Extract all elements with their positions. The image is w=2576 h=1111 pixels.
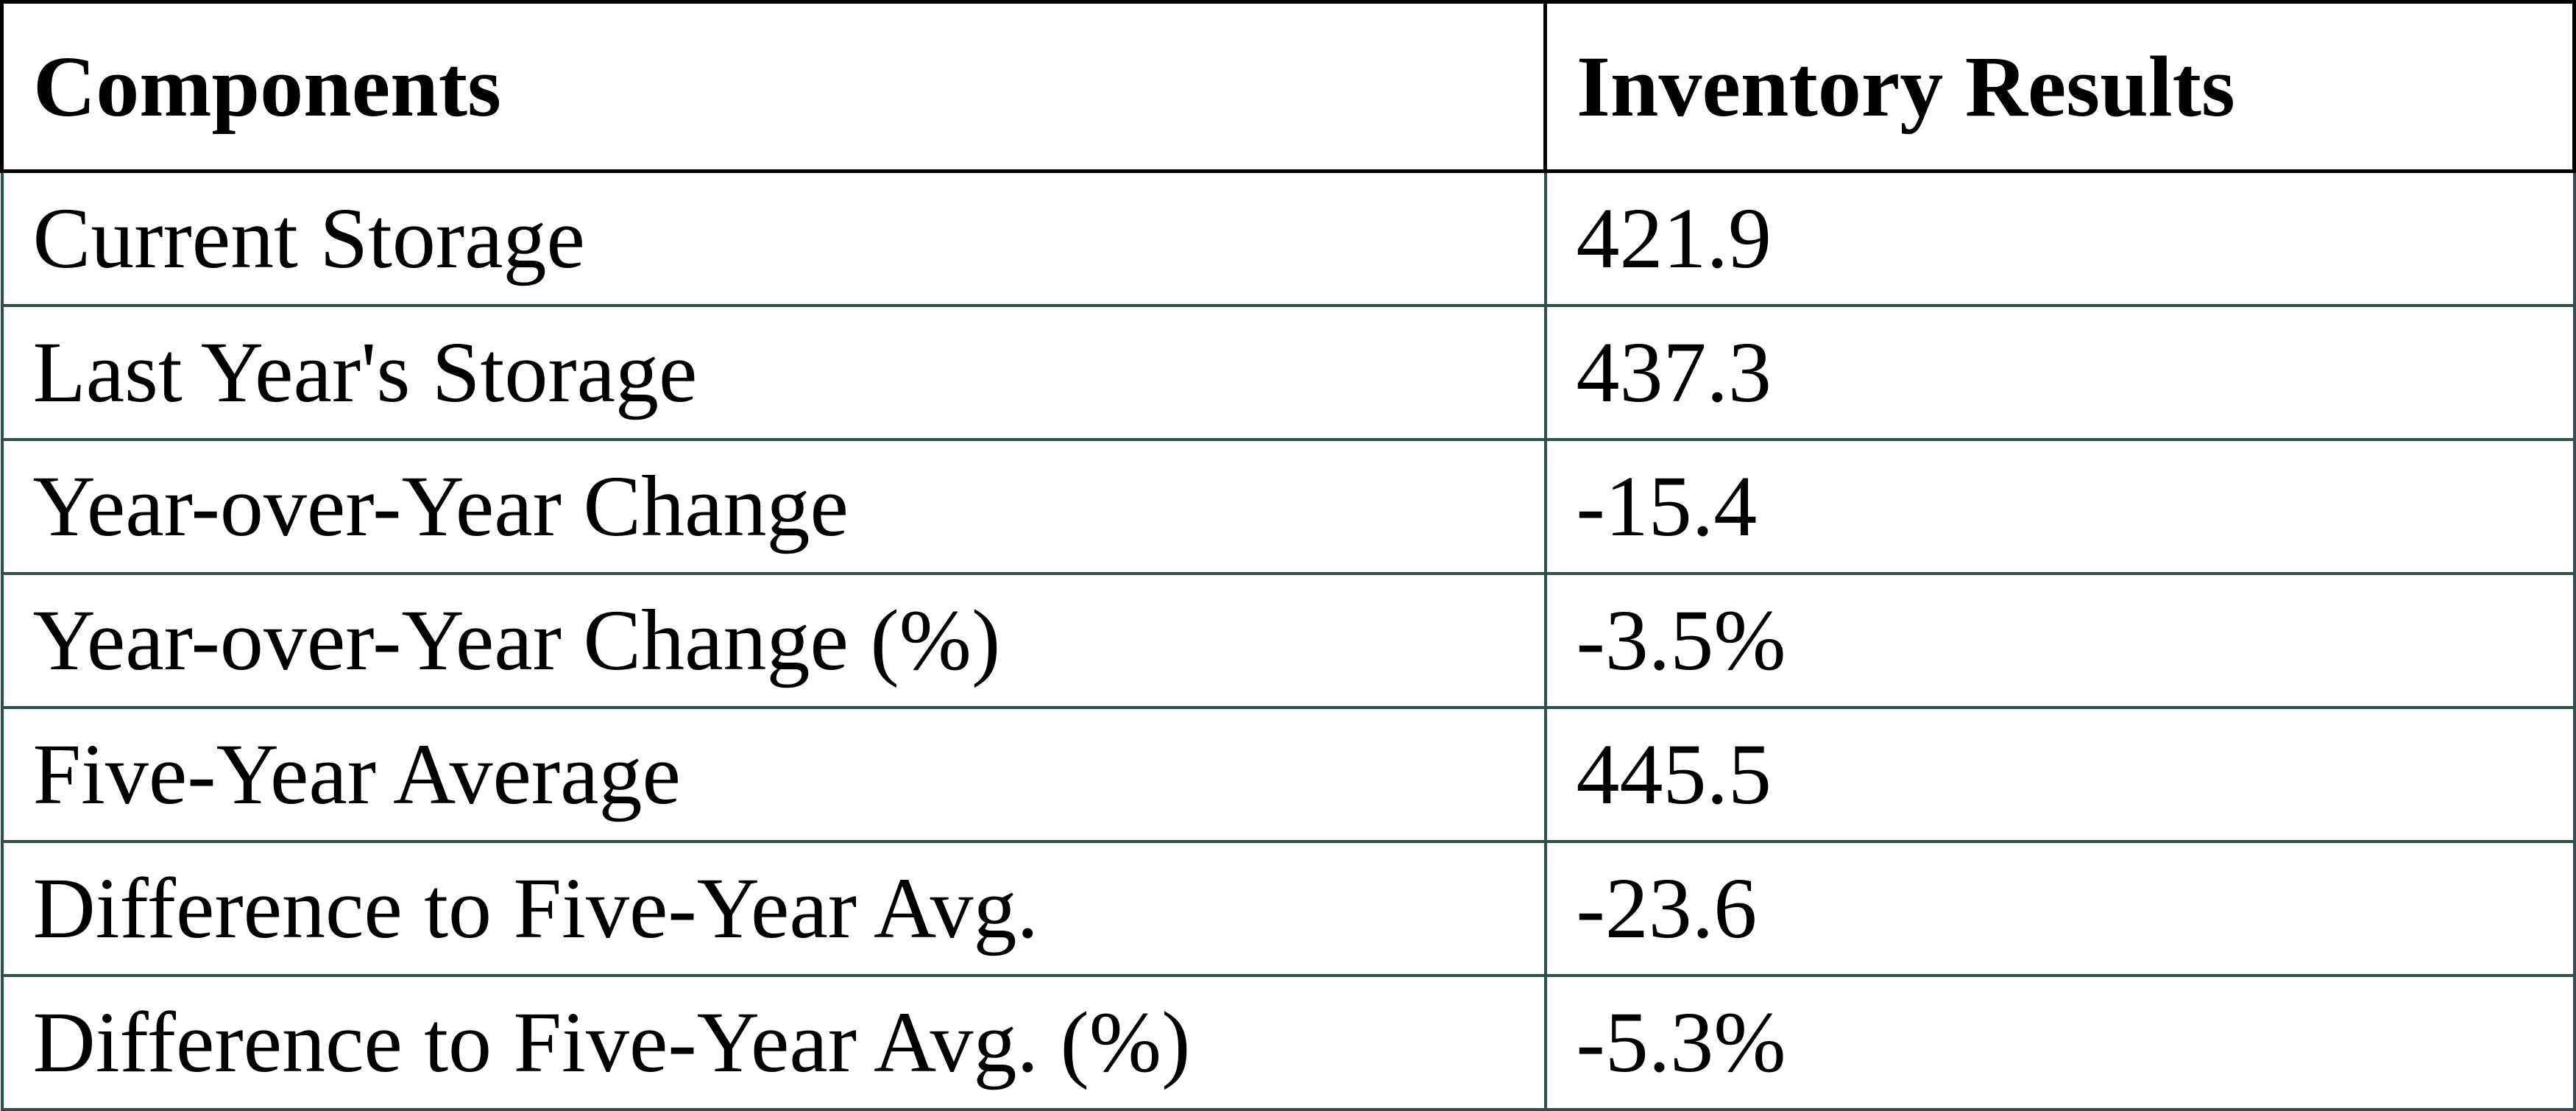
table-row: Current Storage 421.9: [0, 169, 2576, 307]
component-cell: Current Storage: [0, 169, 1547, 307]
result-cell: -5.3%: [1543, 974, 2576, 1111]
component-cell: Year-over-Year Change: [0, 438, 1547, 575]
result-cell: 437.3: [1543, 304, 2576, 441]
table-row: Difference to Five-Year Avg. -23.6: [0, 840, 2576, 977]
result-cell: -15.4: [1543, 438, 2576, 575]
result-cell: 445.5: [1543, 706, 2576, 843]
table-row: Last Year's Storage 437.3: [0, 304, 2576, 441]
component-cell: Five-Year Average: [0, 706, 1547, 843]
component-cell: Difference to Five-Year Avg. (%): [0, 974, 1547, 1111]
component-cell: Last Year's Storage: [0, 304, 1547, 441]
header-row: Components Inventory Results: [0, 0, 2576, 173]
result-cell: -23.6: [1543, 840, 2576, 977]
table-row: Year-over-Year Change -15.4: [0, 438, 2576, 575]
component-cell: Year-over-Year Change (%): [0, 572, 1547, 709]
component-cell: Difference to Five-Year Avg.: [0, 840, 1547, 977]
table-row: Five-Year Average 445.5: [0, 706, 2576, 843]
result-cell: 421.9: [1543, 169, 2576, 307]
header-components: Components: [0, 0, 1547, 173]
header-inventory-results: Inventory Results: [1543, 0, 2576, 173]
result-cell: -3.5%: [1543, 572, 2576, 709]
table-row: Year-over-Year Change (%) -3.5%: [0, 572, 2576, 709]
table-row: Difference to Five-Year Avg. (%) -5.3%: [0, 974, 2576, 1111]
